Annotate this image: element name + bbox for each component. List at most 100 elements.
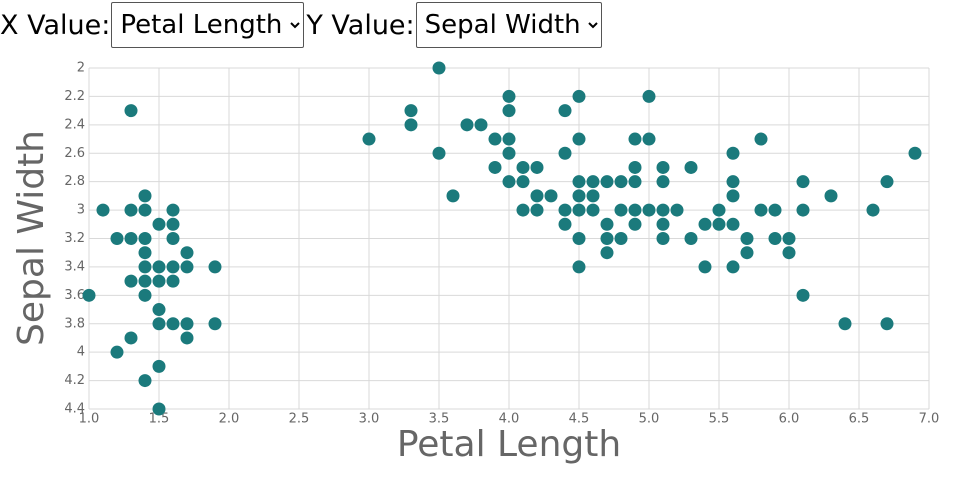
point [768, 203, 782, 217]
point [754, 132, 768, 146]
point [642, 203, 656, 217]
point [642, 132, 656, 146]
point [404, 118, 418, 132]
y-select-label: Y Value: [306, 9, 415, 41]
point [502, 175, 516, 189]
point [530, 160, 544, 174]
y-tick-label: 2.2 [64, 89, 85, 104]
point [712, 217, 726, 231]
point [208, 317, 222, 331]
point [166, 274, 180, 288]
point [474, 118, 488, 132]
point [824, 189, 838, 203]
x-select[interactable]: Petal Length [111, 2, 305, 48]
y-tick-label: 3 [77, 203, 85, 218]
y-tick-label: 2.6 [64, 146, 85, 161]
point [754, 203, 768, 217]
point [488, 132, 502, 146]
y-tick-label: 4.4 [64, 402, 85, 417]
point [208, 260, 222, 274]
point [628, 160, 642, 174]
point [796, 203, 810, 217]
point [572, 175, 586, 189]
point [96, 203, 110, 217]
x-tick-label: 2.0 [219, 412, 240, 427]
point [600, 175, 614, 189]
x-tick-label: 4.5 [569, 412, 590, 427]
point [138, 203, 152, 217]
x-tick-label: 7.0 [919, 412, 940, 427]
x-axis-title: Petal Length [397, 424, 621, 465]
point [516, 160, 530, 174]
point [152, 402, 166, 416]
point [152, 359, 166, 373]
point [600, 232, 614, 245]
point [586, 203, 600, 217]
point [600, 246, 614, 260]
x-tick-label: 3.5 [429, 412, 450, 427]
point [656, 160, 670, 174]
point [572, 89, 586, 103]
x-select-label: X Value: [0, 9, 111, 41]
point [404, 104, 418, 118]
point [908, 146, 922, 160]
y-tick-label: 3.4 [64, 259, 85, 274]
point [866, 203, 880, 217]
point [180, 331, 194, 345]
point [502, 146, 516, 160]
point [124, 203, 138, 217]
point [124, 331, 138, 345]
point [124, 274, 138, 288]
point [572, 260, 586, 274]
point [152, 317, 166, 331]
point [726, 175, 740, 189]
y-tick-label: 2.4 [64, 117, 85, 132]
point [516, 203, 530, 217]
point [432, 146, 446, 160]
point [782, 232, 796, 245]
point [712, 203, 726, 217]
point [152, 260, 166, 274]
point [656, 232, 670, 245]
point [614, 203, 628, 217]
point [166, 260, 180, 274]
point [446, 189, 460, 203]
x-tick-label: 2.5 [289, 412, 310, 427]
point [572, 132, 586, 146]
point [600, 217, 614, 231]
point [502, 132, 516, 146]
point [726, 217, 740, 231]
x-tick-label: 5.0 [639, 412, 660, 427]
y-select[interactable]: Sepal Width [415, 2, 602, 48]
point [180, 246, 194, 260]
point [726, 146, 740, 160]
point [656, 217, 670, 231]
point [138, 374, 152, 388]
point [572, 189, 586, 203]
point [726, 260, 740, 274]
y-tick-label: 3.6 [64, 288, 85, 303]
point [684, 232, 698, 245]
point [152, 303, 166, 317]
point [138, 246, 152, 260]
point [138, 189, 152, 203]
point [180, 260, 194, 274]
y-tick-label: 3.2 [64, 231, 85, 246]
point [628, 203, 642, 217]
point [628, 175, 642, 189]
point [138, 288, 152, 302]
point [124, 232, 138, 245]
point [82, 288, 96, 302]
point [628, 132, 642, 146]
point [656, 203, 670, 217]
y-axis-title: Sepal Width [11, 130, 52, 346]
point [530, 203, 544, 217]
point [432, 61, 446, 75]
point [138, 260, 152, 274]
point [152, 217, 166, 231]
point [586, 189, 600, 203]
point [740, 232, 754, 245]
point [768, 232, 782, 245]
point [502, 89, 516, 103]
